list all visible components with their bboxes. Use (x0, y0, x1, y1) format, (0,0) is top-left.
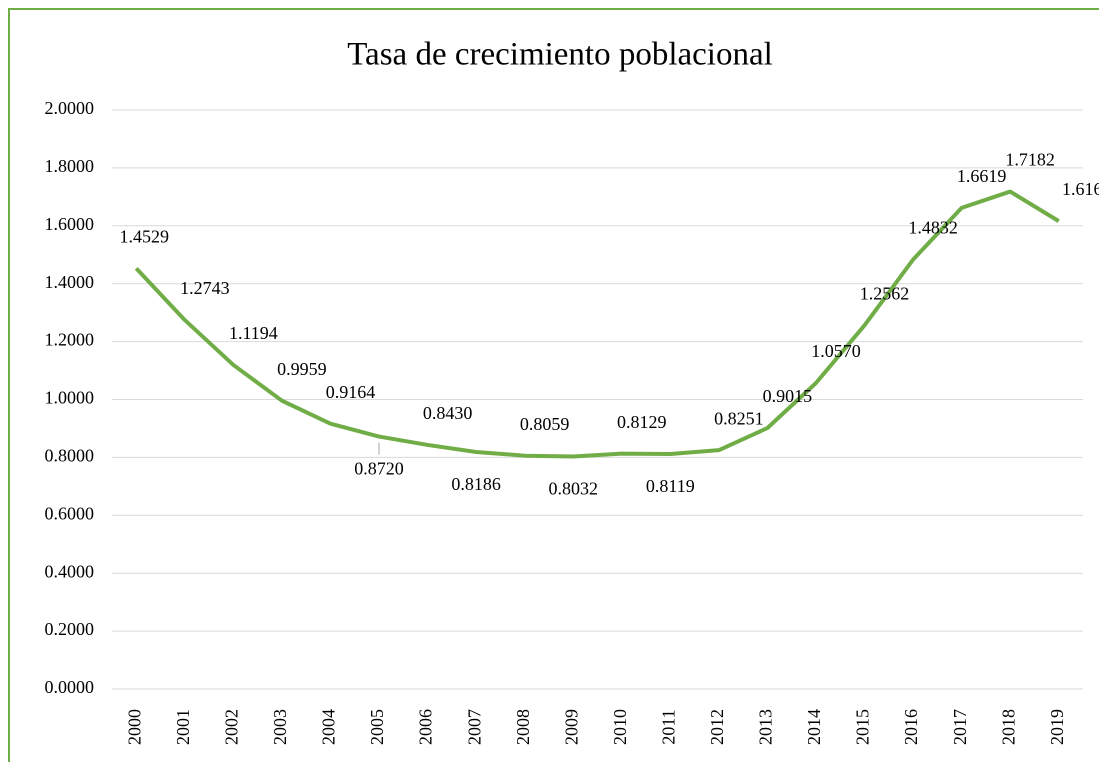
data-label: 1.7182 (1005, 150, 1055, 170)
y-tick-label: 0.6000 (45, 503, 95, 523)
y-tick-label: 1.6000 (45, 214, 95, 234)
data-label: 0.9015 (763, 386, 813, 406)
chart-title: Tasa de crecimiento poblacional (347, 37, 773, 73)
y-tick-label: 2.0000 (45, 98, 95, 118)
data-label: 1.2562 (860, 283, 910, 303)
y-tick-label: 1.0000 (45, 388, 95, 408)
x-tick-label: 2004 (319, 709, 339, 745)
x-tick-label: 2007 (464, 709, 484, 745)
y-tick-label: 0.0000 (45, 677, 95, 697)
y-tick-label: 0.4000 (45, 561, 95, 581)
data-label: 1.6162 (1062, 179, 1099, 199)
line-series (134, 189, 1060, 459)
data-label: 1.6619 (957, 166, 1007, 186)
x-tick-label: 2018 (998, 709, 1018, 745)
x-tick-label: 2000 (124, 709, 144, 745)
data-label: 0.9164 (326, 382, 376, 402)
x-tick-label: 2009 (561, 709, 581, 745)
x-tick-label: 2019 (1047, 709, 1067, 745)
data-label: 0.8430 (423, 403, 473, 423)
data-label: 0.8720 (354, 459, 404, 479)
x-tick-label: 2016 (901, 709, 921, 745)
data-label: 1.4529 (120, 227, 170, 247)
data-label: 0.8251 (714, 408, 764, 428)
y-tick-label: 1.8000 (45, 156, 95, 176)
data-label: 0.8032 (548, 479, 598, 499)
x-tick-label: 2002 (222, 709, 242, 745)
x-tick-label: 2015 (853, 709, 873, 745)
x-tick-label: 2012 (707, 709, 727, 745)
y-tick-label: 1.2000 (45, 330, 95, 350)
y-tick-label: 0.2000 (45, 619, 95, 639)
data-label: 1.1194 (229, 323, 278, 343)
data-label: 0.9959 (277, 359, 327, 379)
data-label: 1.4832 (908, 218, 958, 238)
data-label: 0.8119 (646, 476, 695, 496)
data-label: 0.8186 (451, 474, 501, 494)
y-tick-label: 0.8000 (45, 446, 95, 466)
x-tick-label: 2003 (270, 709, 290, 745)
x-tick-label: 2017 (950, 709, 970, 745)
data-label: 0.8059 (520, 414, 570, 434)
data-label: 0.8129 (617, 412, 667, 432)
x-tick-label: 2008 (513, 709, 533, 745)
x-tick-label: 2011 (658, 709, 678, 744)
x-tick-label: 2006 (416, 709, 436, 745)
x-tick-label: 2005 (367, 709, 387, 745)
x-tick-label: 2001 (173, 709, 193, 745)
y-tick-label: 1.4000 (45, 272, 95, 292)
data-label: 1.0570 (811, 341, 861, 361)
chart-border (8, 8, 1099, 762)
x-tick-label: 2010 (610, 709, 630, 745)
x-tick-label: 2013 (756, 709, 776, 745)
x-tick-label: 2014 (804, 709, 824, 745)
data-label: 1.2743 (180, 278, 230, 298)
